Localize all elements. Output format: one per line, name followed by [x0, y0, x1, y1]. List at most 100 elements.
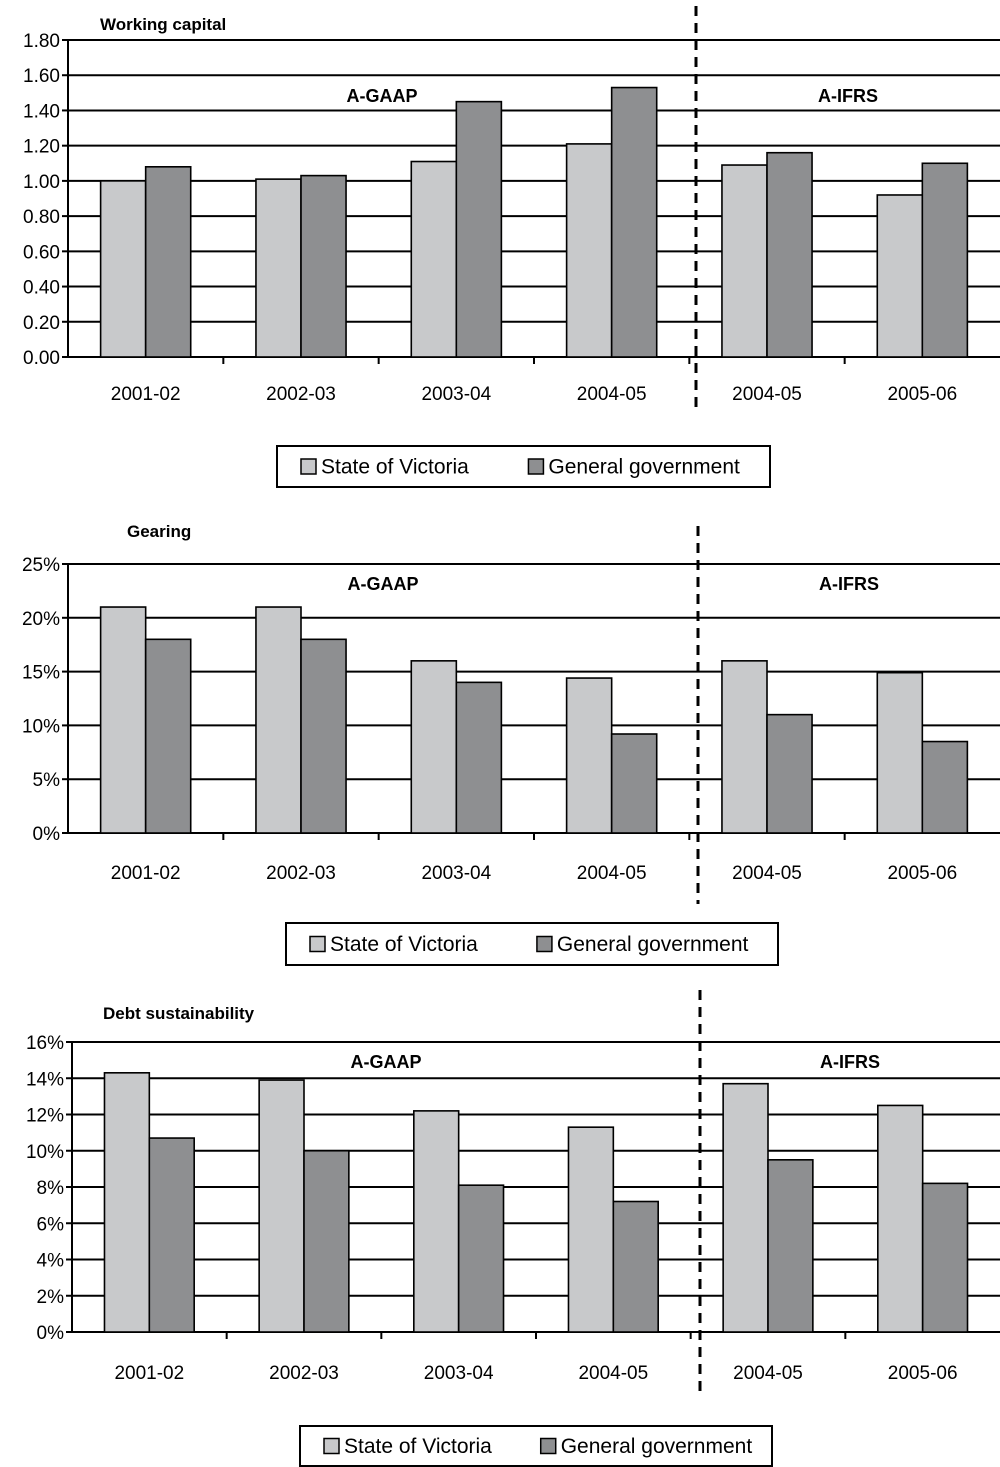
legend-box — [276, 445, 771, 488]
bar-state-of-victoria — [565, 677, 613, 834]
x-tick-label: 2001-02 — [114, 1363, 184, 1384]
region-label-aifrs: A-IFRS — [818, 86, 878, 106]
chart-title: Gearing — [127, 522, 191, 541]
bar-general-government — [455, 681, 503, 834]
region-label-aifrs: A-IFRS — [819, 574, 879, 594]
bar-general-government — [921, 1182, 969, 1333]
x-tick-label: 2003-04 — [421, 384, 491, 405]
bar-state-of-victoria — [258, 1079, 305, 1333]
bar-general-government — [300, 638, 347, 834]
legend-swatch-general-government — [539, 1437, 557, 1455]
y-tick-label: 0.20 — [23, 313, 60, 334]
y-tick-label: 8% — [37, 1178, 65, 1199]
bar-general-government — [766, 713, 813, 834]
bar-state-of-victoria — [410, 160, 458, 358]
bar-general-government — [610, 86, 658, 358]
chart-title: Working capital — [100, 15, 226, 34]
y-tick-label: 1.00 — [23, 172, 60, 193]
x-tick-label: 2005-06 — [887, 863, 957, 884]
y-tick-label: 15% — [22, 663, 60, 684]
y-tick-label: 0.60 — [23, 242, 60, 263]
x-tick-label: 2005-06 — [888, 1363, 958, 1384]
legend-swatch-state-of-victoria — [300, 458, 317, 475]
region-label-agaap: A-GAAP — [351, 1052, 422, 1072]
bar-state-of-victoria — [99, 180, 147, 358]
x-tick-label: 2004-05 — [577, 384, 647, 405]
legend-label-state-of-victoria: State of Victoria — [330, 933, 478, 956]
bar-state-of-victoria — [876, 194, 924, 358]
bar-general-government — [766, 151, 813, 358]
bar-state-of-victoria — [877, 1104, 924, 1333]
x-tick-label: 2001-02 — [111, 384, 181, 405]
bar-state-of-victoria — [721, 164, 768, 358]
bar-state-of-victoria — [255, 606, 302, 834]
y-tick-label: 20% — [22, 609, 60, 630]
y-tick-label: 14% — [26, 1069, 64, 1090]
chart-working-capital: Working capital 0.00 0.20 0.40 0.60 0.80 1.00 1… — [23, 6, 1000, 488]
bar-general-government — [303, 1149, 350, 1333]
y-tick-label: 0% — [33, 824, 61, 845]
chart-title: Debt sustainability — [103, 1004, 255, 1023]
bar-state-of-victoria — [567, 1126, 615, 1333]
bar-general-government — [921, 740, 969, 834]
bar-general-government — [921, 162, 969, 358]
bar-general-government — [144, 166, 192, 358]
legend-box — [285, 922, 779, 966]
region-label-aifrs: A-IFRS — [820, 1052, 880, 1072]
bar-state-of-victoria — [410, 660, 458, 834]
bar-state-of-victoria — [103, 1072, 151, 1333]
y-tick-label: 10% — [26, 1142, 64, 1163]
bar-state-of-victoria — [99, 606, 147, 834]
bar-general-government — [148, 1137, 195, 1333]
y-tick-label: 2% — [37, 1287, 65, 1308]
y-tick-label: 25% — [22, 555, 60, 576]
region-label-agaap: A-GAAP — [348, 574, 419, 594]
bar-state-of-victoria — [565, 143, 613, 358]
x-tick-label: 2002-03 — [266, 863, 336, 884]
region-label-agaap: A-GAAP — [347, 86, 418, 106]
y-tick-label: 6% — [37, 1214, 65, 1235]
x-tick-label: 2004-05 — [577, 863, 647, 884]
x-tick-label: 2003-04 — [424, 1363, 494, 1384]
legend-box — [299, 1425, 773, 1467]
legend-swatch-state-of-victoria — [323, 1437, 340, 1455]
bar-state-of-victoria — [721, 660, 768, 834]
chart-gearing: Gearing 0% 5% 10% 15% 20% 25% 2001-02 2002-03 200… — [22, 522, 1000, 966]
bar-general-government — [455, 100, 503, 358]
y-tick-label: 10% — [22, 716, 60, 737]
bar-general-government — [457, 1184, 505, 1333]
bar-state-of-victoria — [722, 1082, 769, 1333]
y-tick-label: 1.60 — [23, 66, 60, 87]
bar-state-of-victoria — [413, 1110, 460, 1333]
y-tick-label: 0.80 — [23, 207, 60, 228]
x-tick-label: 2003-04 — [421, 863, 491, 884]
bar-general-government — [610, 733, 658, 834]
bar-state-of-victoria — [255, 178, 302, 358]
bar-general-government — [767, 1159, 814, 1333]
y-tick-label: 5% — [33, 770, 61, 791]
y-tick-label: 4% — [37, 1251, 65, 1272]
legend-label-state-of-victoria: State of Victoria — [321, 456, 469, 479]
y-tick-label: 1.80 — [23, 31, 60, 52]
y-tick-label: 16% — [26, 1033, 64, 1054]
legend-label-general-government: General government — [548, 456, 740, 479]
bar-general-government — [612, 1200, 659, 1333]
y-tick-label: 0.40 — [23, 278, 60, 299]
y-tick-label: 1.40 — [23, 101, 60, 122]
legend-label-general-government: General government — [561, 1435, 753, 1458]
legend-label-general-government: General government — [557, 933, 749, 956]
y-tick-label: 0% — [37, 1323, 65, 1344]
legend-swatch-state-of-victoria — [309, 935, 326, 953]
legend-swatch-general-government — [536, 935, 553, 953]
x-tick-label: 2004-05 — [732, 384, 802, 405]
x-tick-label: 2004-05 — [733, 1363, 803, 1384]
bar-general-government — [144, 638, 192, 834]
x-tick-label: 2004-05 — [578, 1363, 648, 1384]
y-tick-label: 0.00 — [23, 348, 60, 369]
bar-state-of-victoria — [876, 671, 924, 834]
legend-label-state-of-victoria: State of Victoria — [344, 1435, 492, 1458]
x-tick-label: 2002-03 — [266, 384, 336, 405]
x-tick-label: 2002-03 — [269, 1363, 339, 1384]
bar-general-government — [300, 174, 347, 358]
chart-debt-sustainability: Debt sustainability 0% 2% 4% 6% 8% 10% 12% 14% 16… — [26, 990, 1000, 1467]
